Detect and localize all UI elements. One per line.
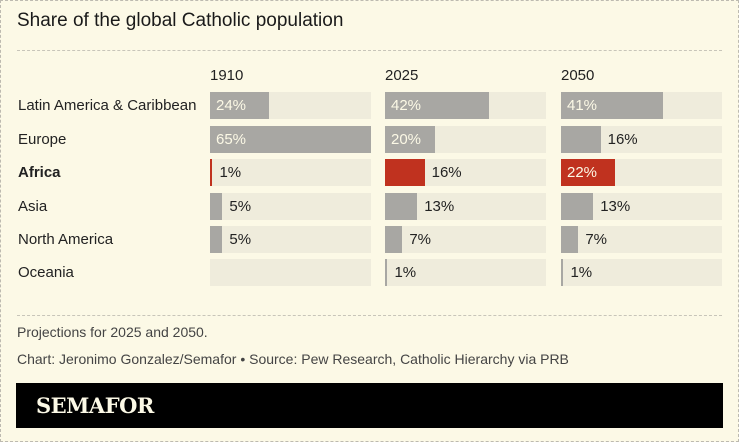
data-label: 5% [229,198,252,215]
data-label: 65% [216,131,247,148]
data-label: 13% [424,198,455,215]
bar-track: 1% [561,259,722,286]
divider [17,315,722,316]
bar-track: 16% [385,159,546,186]
bar [561,159,616,186]
data-label: 22% [567,164,598,181]
bar [561,193,594,220]
bar [210,126,371,153]
data-label: 5% [229,231,252,248]
category-label: Africa [18,164,61,181]
bar-track: 1% [385,259,546,286]
bar-track: 13% [561,193,722,220]
panel-year-label: 2050 [561,67,595,84]
bar [385,226,403,253]
bar-track: 13% [385,193,546,220]
brand-band: SEMAFOR [16,383,723,428]
category-label: North America [18,231,114,248]
bar-track: 5% [210,193,371,220]
data-label: 24% [216,97,247,114]
bar [561,126,601,153]
bar-track: 7% [385,226,546,253]
bar [561,226,579,253]
data-label: 13% [600,198,631,215]
category-label: Asia [18,198,48,215]
bar-track [210,259,371,286]
bar [385,126,435,153]
bar-track: 5% [210,226,371,253]
bar-track: 20% [385,126,546,153]
data-label: 20% [391,131,422,148]
bar-track: 1% [210,159,371,186]
data-label: 42% [391,97,422,114]
bar [385,193,418,220]
panel-year-label: 1910 [210,67,244,84]
bar-track: 22% [561,159,722,186]
panel-year-label: 2025 [385,67,419,84]
data-label: 41% [567,97,598,114]
data-label: 7% [409,231,432,248]
chart-title: Share of the global Catholic population [17,10,344,31]
category-label: Latin America & Caribbean [18,97,197,114]
credit-note: Chart: Jeronimo Gonzalez/Semafor • Sourc… [17,351,569,367]
bar-track: 41% [561,92,722,119]
divider [17,50,722,51]
bar-track: 7% [561,226,722,253]
data-label: 1% [570,264,593,281]
bar [561,259,564,286]
category-label: Oceania [18,264,74,281]
bar-track: 16% [561,126,722,153]
bar-track: 42% [385,92,546,119]
bar [210,193,223,220]
category-label: Europe [18,131,67,148]
bar [210,92,270,119]
bar [385,159,425,186]
bar [385,92,490,119]
bar-track: 65% [210,126,371,153]
data-label: 16% [607,131,638,148]
data-label: 1% [219,164,242,181]
bar [385,259,388,286]
bar [210,159,213,186]
bar [561,92,663,119]
projection-note: Projections for 2025 and 2050. [17,324,208,340]
bar-track: 24% [210,92,371,119]
bar [210,226,223,253]
data-label: 16% [431,164,462,181]
semafor-logo[interactable]: SEMAFOR [36,393,154,418]
data-label: 7% [585,231,608,248]
data-label: 1% [394,264,417,281]
